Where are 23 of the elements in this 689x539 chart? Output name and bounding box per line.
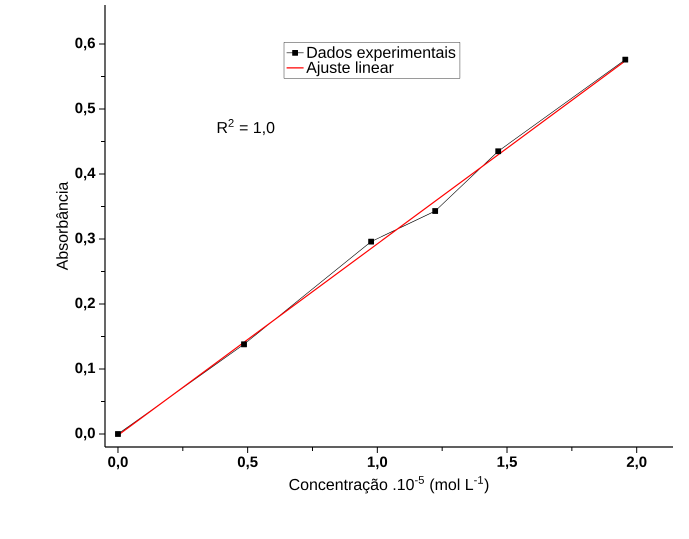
y-tick-label: 0,4: [75, 168, 96, 180]
x-tick-label: 1,0: [368, 456, 388, 470]
point: [432, 208, 438, 214]
point: [368, 238, 374, 244]
y-tick-label: 0,0: [75, 428, 95, 440]
x-tick-label: 1,5: [498, 456, 517, 470]
legend-label: Ajuste linear: [306, 61, 394, 76]
x-tick-label: 2,0: [626, 456, 646, 470]
legend-label: Dados experimentais: [308, 46, 456, 62]
x-tick-label: 0,0: [108, 456, 128, 470]
annotation: R$^{2}$ = 1,0: [218, 119, 274, 136]
y-tick-label: 0,3: [75, 232, 95, 246]
y-tick-label: 0,2: [75, 298, 95, 310]
x-tick-label: 0,5: [238, 456, 258, 470]
y-tick-label: 0,6: [75, 38, 95, 50]
y-tick-label: 0,5: [75, 102, 96, 116]
point: [241, 341, 247, 348]
point: [495, 148, 502, 154]
point: [115, 431, 121, 437]
point: [622, 56, 628, 62]
y-axis-title: Absorbância: [56, 182, 68, 270]
y-tick-label: 0,1: [75, 362, 96, 376]
x-axis-title: Concentração .10$^{-5}$ (mol L$^{-1}$): [289, 476, 488, 494]
